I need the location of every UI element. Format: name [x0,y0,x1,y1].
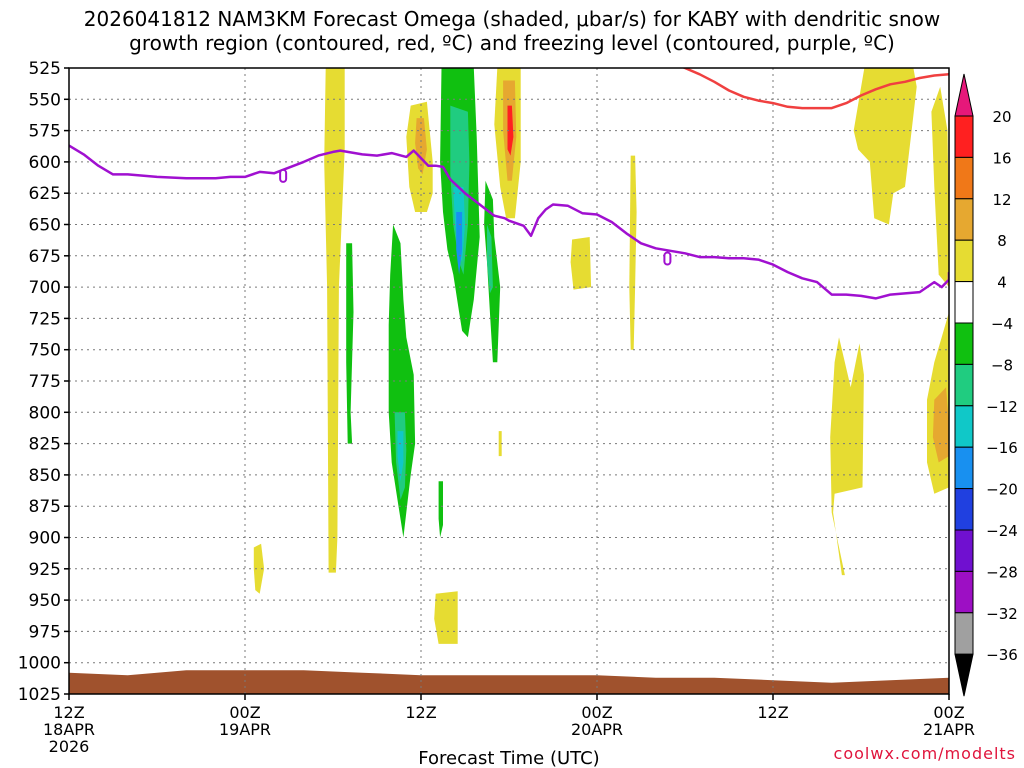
omega-region-24 [931,86,949,288]
contour-dendritic-snow-growth-region [681,68,949,110]
omega-region-22 [629,155,637,350]
omega-region-16 [397,431,404,482]
omega-region-12 [487,224,493,294]
contour-freezing-level [69,144,949,300]
omega-region-17 [438,481,443,538]
omega-region-23 [853,68,917,225]
y-tick-label-675: 675 [29,247,61,267]
y-tick-label-725: 725 [29,309,61,329]
y-tick-label-775: 775 [29,372,61,392]
colorbar-swatch-5 [954,281,974,324]
colorbar-swatch-8 [954,405,974,448]
x-tick-label-12-1: 00Z [229,703,260,722]
colorbar-top-arrow [954,73,974,117]
colorbar-swatch-10 [954,488,974,531]
contours [69,68,949,300]
omega-region-19 [253,543,265,594]
colorbar-label-10: −20 [986,481,1018,499]
colorbar-label-7: −8 [991,356,1013,374]
contour-label-2 [663,251,672,266]
x-tick-label-36-1: 00Z [581,703,612,722]
omega-region-20 [434,591,458,644]
axes: 525 550 575 600 625 650 675 700 725 750 775 800 825 8… [18,59,975,756]
omega-region-10 [456,212,463,275]
credit-text: coolwx.com/modelts [833,744,1016,763]
colorbar-swatch-1 [954,115,974,158]
colorbar-label-4: 8 [997,232,1007,250]
omega-region-6 [507,105,514,156]
colorbar-label-2: 16 [992,149,1011,167]
ground-terrain [69,670,949,694]
omega-region-13 [346,243,354,444]
x-tick-label-60-1: 00Z [933,703,964,722]
terrain [69,670,949,694]
y-tick-label-900: 900 [29,529,61,549]
colorbar-label-6: −4 [991,315,1013,333]
chart-title-line-2: growth region (contoured, red, ºC) and f… [129,31,895,55]
colorbar-swatch-12 [954,570,974,614]
colorbar-swatch-9 [954,446,974,490]
colorbar-label-13: −32 [986,605,1018,623]
y-tick-label-875: 875 [29,497,61,517]
omega-region-25 [830,337,864,576]
colorbar-label-5: 4 [997,274,1007,292]
x-tick-label-0-2: 18APR [43,720,95,739]
colorbar-swatch-2 [954,156,974,200]
colorbar-label-9: −16 [986,439,1018,457]
y-tick-label-550: 550 [29,90,61,110]
x-tick-label-36-2: 20APR [571,720,623,739]
colorbar-label-8: −12 [986,398,1018,416]
colorbar-label-14: −36 [986,646,1018,664]
y-tick-label-700: 700 [29,278,61,298]
omega-shading [253,68,949,644]
y-tick-label-750: 750 [29,341,61,361]
y-tick-label-525: 525 [29,59,61,79]
y-tick-label-600: 600 [29,153,61,173]
colorbar-label-12: −28 [986,563,1018,581]
y-tick-label-850: 850 [29,466,61,486]
chart-title-line-1: 2026041812 NAM3KM Forecast Omega (shaded… [83,7,941,31]
colorbar-swatch-3 [954,198,974,241]
omega-region-18 [498,431,502,457]
x-tick-label-12-2: 19APR [219,720,271,739]
omega-region-14 [388,224,416,538]
x-axis-label: Forecast Time (UTC) [418,748,599,768]
colorbar-label-11: −24 [986,522,1018,540]
contour-label-1 [279,168,288,183]
x-tick-label-60-2: 21APR [923,720,975,739]
colorbar-label-1: 20 [992,108,1011,126]
y-tick-label-1000: 1000 [18,654,61,674]
y-tick-label-975: 975 [29,622,61,642]
y-tick-label-800: 800 [29,403,61,423]
x-tick-label-0-3: 2026 [49,737,90,756]
y-tick-label-950: 950 [29,591,61,611]
colorbar-label-3: 12 [992,191,1011,209]
colorbar-bottom-arrow [954,653,974,697]
omega-region-1 [324,68,345,573]
omega-region-27 [932,387,949,463]
colorbar-swatch-13 [954,612,974,655]
colorbar-swatch-6 [954,322,974,365]
colorbar-swatch-11 [954,529,974,572]
colorbar-swatch-7 [954,363,974,407]
colorbar-swatch-4 [954,239,974,283]
y-tick-label-1025: 1025 [18,685,61,705]
x-tick-label-24-1: 12Z [405,703,436,722]
y-tick-label-625: 625 [29,184,61,204]
colorbar: 20 16 12 8 4 −4 −8 −12 −16 −20 −24 −28 −32 −36 [954,73,1018,697]
omega-region-21 [570,237,592,290]
y-tick-label-575: 575 [29,122,61,142]
y-tick-label-825: 825 [29,435,61,455]
y-tick-label-925: 925 [29,560,61,580]
x-tick-label-0-1: 12Z [53,703,84,722]
y-tick-label-650: 650 [29,216,61,236]
x-tick-label-48-1: 12Z [757,703,788,722]
